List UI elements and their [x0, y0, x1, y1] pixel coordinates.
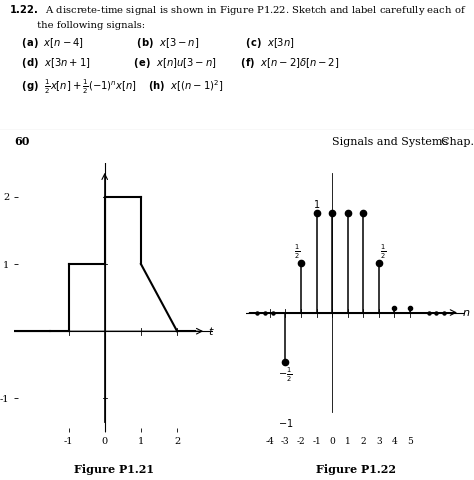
Text: Figure P1.22: Figure P1.22 [316, 464, 395, 475]
Text: $-1$: $-1$ [278, 417, 293, 429]
Text: Signals and Systems: Signals and Systems [332, 137, 448, 146]
Text: $t$: $t$ [208, 325, 215, 337]
Text: $-\frac{1}{2}$: $-\frac{1}{2}$ [278, 365, 292, 384]
Text: $\mathbf{1.22.}$  A discrete-time signal is shown in Figure P1.22. Sketch and la: $\mathbf{1.22.}$ A discrete-time signal … [9, 2, 467, 96]
Text: $n$: $n$ [462, 308, 471, 318]
Text: 60: 60 [14, 136, 29, 147]
Text: $\frac{1}{2}$: $\frac{1}{2}$ [294, 242, 300, 261]
Text: Figure P1.21: Figure P1.21 [74, 464, 154, 475]
Text: Chap. 1: Chap. 1 [441, 137, 474, 146]
Text: $\frac{1}{2}$: $\frac{1}{2}$ [380, 242, 386, 261]
Text: $1$: $1$ [313, 198, 320, 210]
